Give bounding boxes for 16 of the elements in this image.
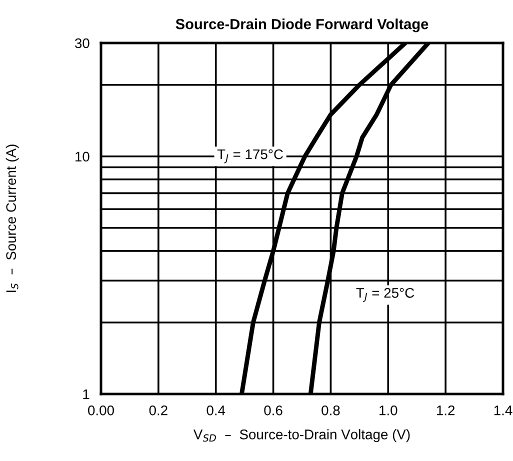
x-tick-label: 1.4 [494,406,512,416]
series-label: T$_{J}$ = 175°C [217,149,283,164]
x-tick-label: 0.8 [322,405,340,416]
text: T$_{J}$ = 25°C [356,288,414,302]
x-tick-label: 1.0 [380,405,398,416]
y-axis-title: I$_{S}$ – Source Current (A) [6,144,19,292]
y-tick-label: 10 [76,152,90,162]
x-tick-label: 0.4 [206,405,226,416]
y-tick-label: 30 [74,38,90,48]
x-tick-label: 0.00 [88,405,114,416]
x-axis-title: V$_{SD}$ – Source-to-Drain Voltage (V) [193,429,410,442]
x-tick-label: 0.2 [149,405,168,416]
x-tick-label: 1.2 [436,405,455,416]
x-tick-label: 0.6 [264,405,282,416]
y-tick-label: 1 [83,389,90,400]
chart-title: Source-Drain Diode Forward Voltage [176,18,428,32]
